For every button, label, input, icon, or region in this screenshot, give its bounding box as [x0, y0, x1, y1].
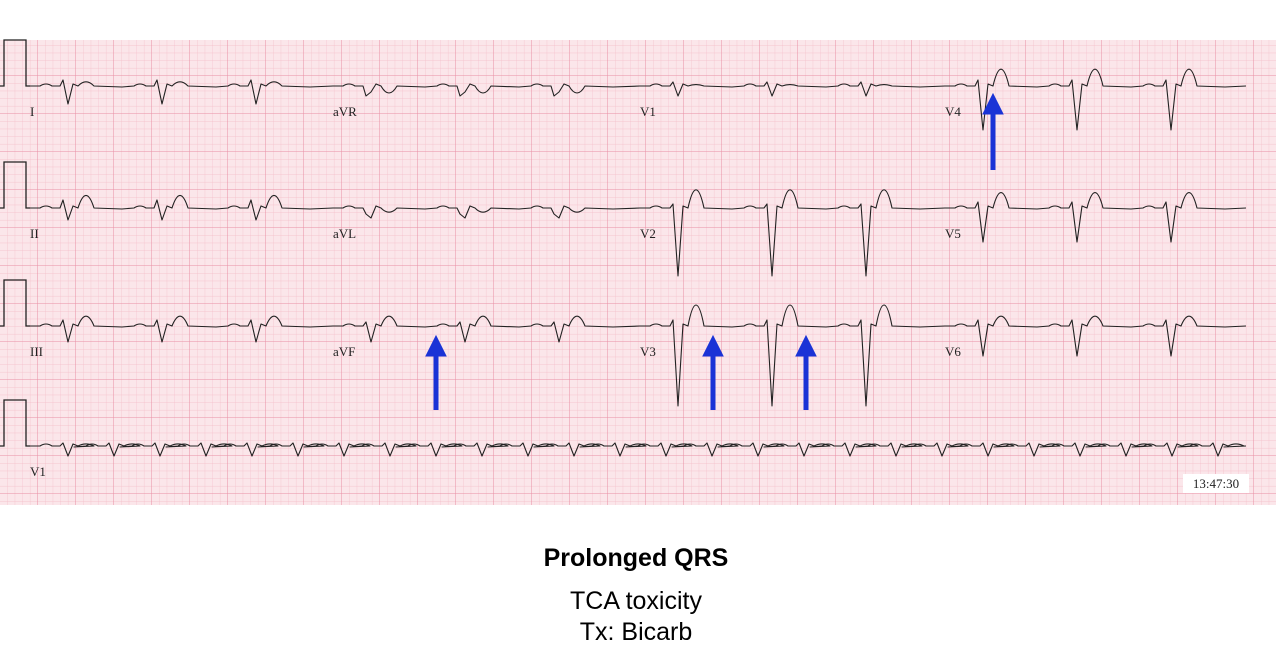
lead-label: I [30, 104, 34, 119]
arrow-head [982, 92, 1004, 115]
calibration-pulse [0, 279, 30, 327]
ecg-trace [30, 442, 1247, 457]
caption-title: Prolonged QRS [544, 544, 729, 572]
calibration-pulse [0, 399, 30, 447]
timestamp: 13:47:30 [1193, 476, 1239, 491]
ecg-grid [0, 40, 1276, 505]
lead-label: V2 [640, 226, 656, 241]
lead-label: V1 [30, 464, 46, 479]
lead-label: V6 [945, 344, 961, 359]
caption-line: TCA toxicity [570, 587, 702, 615]
timestamp-box [1183, 474, 1249, 493]
lead-label: aVR [333, 104, 357, 119]
calibration-pulse [0, 161, 30, 209]
ecg-trace [30, 68, 1247, 131]
lead-label: V1 [640, 104, 656, 119]
traces [0, 39, 1247, 457]
lead-label: V4 [945, 104, 961, 119]
ecg-trace [30, 304, 1247, 407]
lead-label: II [30, 226, 39, 241]
lead-label: III [30, 344, 43, 359]
caption-line: Tx: Bicarb [580, 618, 693, 646]
arrows [425, 92, 1004, 410]
lead-label: V3 [640, 344, 656, 359]
arrow-head [702, 334, 724, 357]
arrow-head [425, 334, 447, 357]
lead-label: V5 [945, 226, 961, 241]
ecg-trace [30, 189, 1247, 277]
lead-label: aVL [333, 226, 356, 241]
lead-label: aVF [333, 344, 355, 359]
arrow-head [795, 334, 817, 357]
calibration-pulse [0, 39, 30, 87]
